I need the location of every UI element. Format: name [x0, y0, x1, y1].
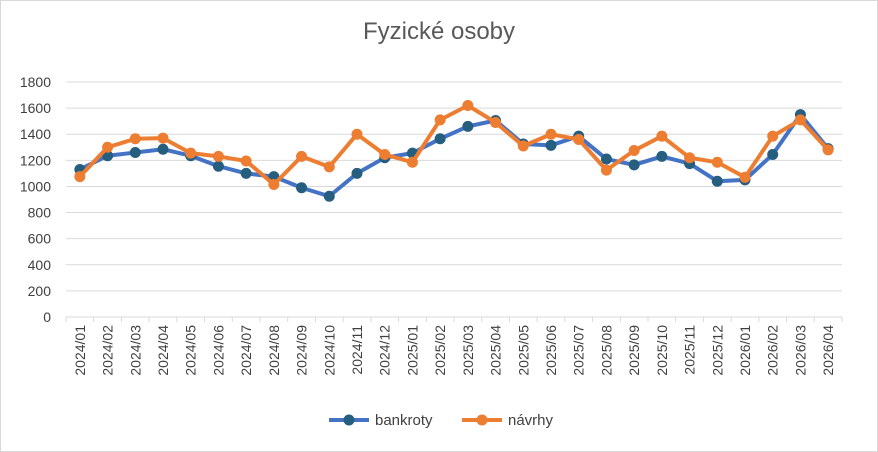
x-tick-label: 2025/03 [460, 325, 476, 376]
data-point-návrhy [323, 161, 335, 173]
x-tick-label: 2024/05 [183, 325, 199, 376]
data-point-návrhy [379, 148, 391, 160]
x-tick-label: 2024/11 [349, 325, 365, 375]
x-tick-label: 2025/11 [682, 325, 698, 375]
legend-marker-bankroty [343, 414, 355, 426]
x-tick-label: 2025/09 [626, 325, 642, 376]
x-tick-label: 2024/02 [100, 325, 116, 376]
data-point-návrhy [600, 164, 612, 176]
x-tick-label: 2026/03 [792, 325, 808, 376]
data-point-návrhy [434, 114, 446, 126]
data-point-bankroty [129, 147, 141, 158]
data-point-návrhy [185, 147, 197, 159]
data-point-bankroty [434, 133, 446, 145]
data-point-bankroty [296, 182, 308, 194]
data-point-návrhy [794, 114, 806, 126]
data-point-návrhy [490, 116, 502, 128]
x-tick-label: 2025/07 [571, 325, 587, 376]
x-tick-label: 2025/01 [404, 325, 420, 376]
data-point-návrhy [545, 128, 557, 140]
series-návrhy [74, 100, 834, 190]
data-point-návrhy [157, 132, 169, 144]
data-point-bankroty [157, 143, 169, 155]
y-tick-label: 1800 [20, 74, 51, 90]
x-tick-label: 2024/10 [321, 325, 337, 376]
series-line-návrhy [77, 103, 831, 187]
x-tick-label: 2024/06 [210, 325, 226, 376]
data-point-návrhy [74, 171, 86, 183]
data-point-návrhy [711, 156, 723, 168]
data-point-návrhy [462, 100, 474, 111]
y-tick-label: 1400 [20, 126, 51, 142]
x-axis-ticks [65, 317, 843, 322]
data-point-návrhy [129, 133, 141, 145]
data-point-návrhy [822, 144, 834, 156]
legend-label-návrhy: návrhy [508, 412, 554, 429]
y-tick-label: 400 [28, 257, 52, 273]
legend: bankroty návrhy [329, 412, 554, 429]
data-point-bankroty [212, 160, 224, 172]
x-tick-label: 2025/02 [432, 325, 448, 376]
y-tick-label: 600 [28, 231, 52, 247]
data-point-bankroty [628, 159, 640, 171]
data-point-bankroty [656, 150, 668, 162]
x-tick-label: 2025/04 [488, 325, 504, 376]
x-tick-label: 2025/08 [598, 325, 614, 376]
legend-marker-návrhy [476, 414, 488, 426]
x-tick-label: 2026/01 [737, 325, 753, 376]
x-tick-label: 2025/10 [654, 325, 670, 376]
data-point-bankroty [323, 190, 335, 202]
data-point-návrhy [517, 140, 529, 152]
data-point-návrhy [406, 156, 418, 168]
data-point-bankroty [351, 167, 363, 179]
data-point-bankroty [462, 120, 474, 132]
x-tick-label: 2024/08 [266, 325, 282, 376]
chart-title: Fyzické osoby [362, 18, 516, 45]
data-point-návrhy [767, 130, 779, 142]
data-point-návrhy [573, 133, 585, 145]
y-tick-label: 800 [28, 205, 52, 221]
legend-label-bankroty: bankroty [375, 412, 433, 429]
x-tick-label: 2026/02 [765, 325, 781, 376]
y-tick-label: 1200 [20, 152, 51, 168]
data-point-bankroty [240, 167, 252, 179]
y-tick-label: 1000 [20, 178, 51, 194]
x-tick-label: 2024/12 [377, 325, 393, 376]
x-tick-label: 2024/01 [72, 325, 88, 376]
x-tick-label: 2024/07 [238, 325, 254, 376]
data-point-návrhy [268, 178, 280, 190]
series-line-bankroty [77, 112, 831, 199]
data-point-bankroty [545, 139, 557, 151]
data-point-návrhy [684, 152, 696, 164]
data-point-bankroty [767, 148, 779, 160]
x-tick-label: 2025/06 [543, 325, 559, 376]
data-point-návrhy [628, 145, 640, 157]
data-point-návrhy [739, 171, 751, 183]
data-point-návrhy [240, 155, 252, 167]
x-tick-label: 2024/03 [127, 325, 143, 376]
data-point-návrhy [102, 141, 114, 153]
y-gridlines [66, 81, 842, 318]
x-tick-label: 2024/04 [155, 325, 171, 376]
data-point-návrhy [296, 150, 308, 162]
data-point-bankroty [600, 153, 612, 165]
x-tick-label: 2025/12 [709, 325, 725, 376]
y-tick-label: 1600 [20, 100, 51, 116]
data-point-bankroty [711, 175, 723, 187]
x-tick-label: 2025/05 [515, 325, 531, 376]
data-point-návrhy [656, 130, 668, 142]
data-point-návrhy [351, 128, 363, 140]
x-tick-label: 2026/04 [820, 325, 836, 376]
data-point-návrhy [212, 150, 224, 162]
y-tick-label: 0 [43, 309, 51, 325]
x-tick-label: 2024/09 [294, 325, 310, 376]
y-tick-label: 200 [28, 283, 52, 299]
